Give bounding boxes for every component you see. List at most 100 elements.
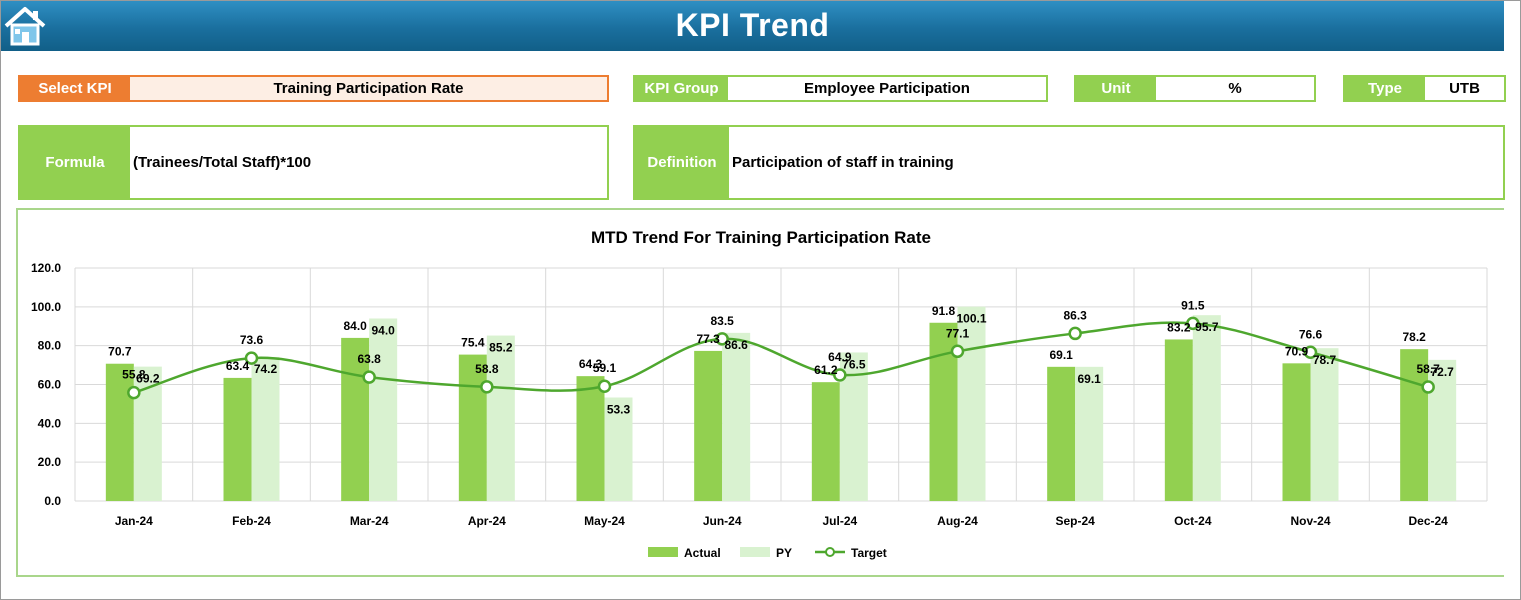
page-title: KPI Trend [675,7,830,43]
label-actual: 63.4 [226,359,250,373]
y-axis: 0.0 20.0 40.0 60.0 80.0 100.0 120.0 [31,261,61,508]
target-point [1068,326,1082,341]
y-tick-label: 40.0 [38,416,62,430]
x-tick-label: Mar-24 [350,514,389,528]
target-point [715,332,729,346]
label-actual: 84.0 [343,319,367,333]
bar-actual [458,354,487,501]
legend-label-actual: Actual [684,546,721,560]
legend-marker-target [825,547,835,557]
x-tick-label: Oct-24 [1174,514,1212,528]
label-target: 83.5 [710,314,734,328]
target-point [1303,345,1318,360]
bar-py [957,306,986,501]
x-tick-label: Dec-24 [1408,514,1448,528]
header-bar: KPI Trend [1,1,1504,51]
target-point [480,380,494,394]
bar-actual [223,377,252,501]
type-value: UTB [1425,77,1504,100]
bar-py [604,397,633,501]
legend-label-target: Target [851,546,887,560]
chart-title: MTD Trend For Training Participation Rat… [591,228,931,247]
target-point [1421,380,1435,394]
label-py: 69.2 [136,372,160,386]
kpi-group-label: KPI Group [635,77,728,100]
data-labels: 70.7 69.255.8 63.4 74.2 73.6 84.0 94.0 63.8 75.4… [108,298,1454,416]
y-tick-label: 120.0 [31,261,61,275]
label-actual: 75.4 [461,336,485,350]
bar-actual [1164,339,1193,501]
label-py: 100.1 [956,312,986,326]
chart-panel: MTD Trend For Training Participation Rat… [16,208,1504,577]
label-py: 78.7 [1313,353,1337,367]
chart-gridlines [74,267,1488,502]
target-point [362,370,376,384]
legend-swatch-py [740,547,770,557]
bar-py [1192,315,1221,501]
unit-label: Unit [1076,77,1156,100]
chart-legend: Actual PY Target [648,546,887,560]
label-actual: 69.1 [1049,348,1073,362]
x-axis: Jan-24 Feb-24 Mar-24 Apr-24 May-24 Jun-24 Jul-… [115,514,1448,528]
definition-value: Participation of staff in training [729,127,1503,198]
label-py: 72.7 [1430,365,1454,379]
label-target: 64.9 [828,350,852,364]
bar-py [1075,366,1104,501]
formula-value: (Trainees/Total Staff)*100 [130,127,607,198]
label-target: 77.1 [946,326,970,340]
y-tick-label: 80.0 [38,339,62,353]
bar-actual [1047,366,1076,501]
select-kpi-label: Select KPI [20,77,130,100]
target-point [950,344,965,359]
x-tick-label: Jul-24 [822,514,857,528]
label-actual: 83.2 [1167,320,1191,334]
target-line [127,316,1435,400]
label-target: 76.6 [1299,327,1323,341]
bar-py [486,335,515,501]
bar-actual [694,350,723,501]
label-actual: 70.9 [1285,344,1309,358]
kpi-group-box: KPI Group Employee Participation [633,75,1048,102]
label-py: 85.2 [489,341,513,355]
label-target: 73.6 [240,333,264,347]
target-point [244,351,259,365]
label-py: 76.5 [842,357,866,371]
label-actual: 77.3 [696,332,720,346]
x-tick-label: Aug-24 [937,514,978,528]
y-tick-label: 20.0 [38,455,62,469]
x-tick-label: Feb-24 [232,514,271,528]
select-kpi-dropdown[interactable]: Training Participation Rate [130,77,607,100]
label-py: 95.7 [1195,320,1219,334]
label-target: 58.7 [1416,362,1440,376]
target-point [1186,316,1200,331]
label-target: 58.8 [475,362,499,376]
target-line-path [133,321,1429,394]
label-actual: 70.7 [108,345,132,359]
legend-swatch-actual [648,547,678,557]
bar-py [1428,359,1457,501]
bar-py [369,318,398,501]
x-tick-label: Jun-24 [703,514,742,528]
label-target: 55.8 [122,368,146,382]
bar-actual [1282,363,1311,501]
bar-actual [811,382,840,501]
label-actual: 78.2 [1402,330,1426,344]
bar-actual [1400,349,1429,501]
y-tick-label: 60.0 [38,378,62,392]
legend-label-py: PY [776,546,792,560]
unit-box: Unit % [1074,75,1316,102]
label-py: 74.2 [254,362,278,376]
bar-actual [105,363,134,501]
label-actual: 61.2 [814,363,838,377]
y-tick-label: 100.0 [31,300,61,314]
y-tick-label: 0.0 [44,494,61,508]
target-point [833,368,847,382]
label-actual: 64.3 [579,357,603,371]
x-tick-label: Jan-24 [115,514,153,528]
select-kpi-box: Select KPI Training Participation Rate [18,75,609,102]
formula-box: Formula (Trainees/Total Staff)*100 [18,125,609,200]
x-tick-label: Sep-24 [1055,514,1095,528]
label-py: 94.0 [371,323,395,337]
home-icon[interactable] [3,5,47,47]
definition-label: Definition [635,127,729,198]
